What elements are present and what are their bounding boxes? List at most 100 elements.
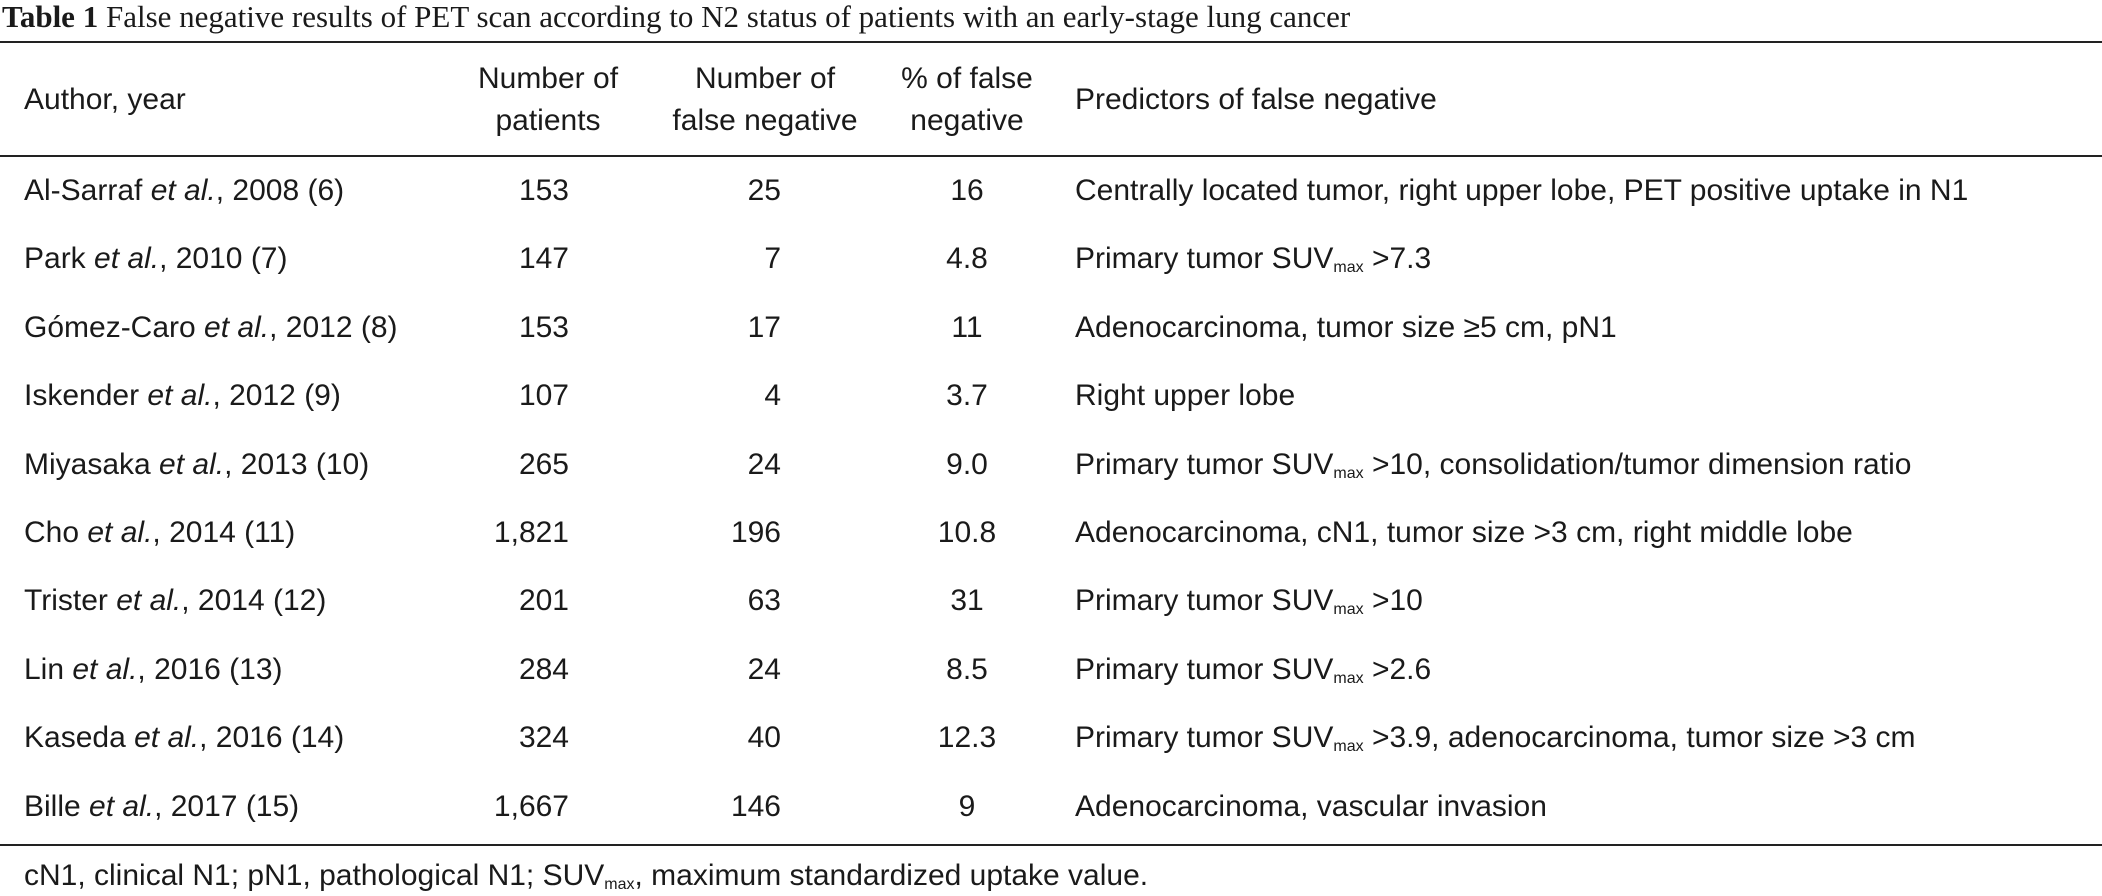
predictor-text: Adenocarcinoma, tumor size ≥5 cm, pN1 [1075, 311, 1617, 344]
predictor-text-end: >10 [1363, 584, 1423, 617]
cell-pct-false-negative: 10.8 [937, 516, 997, 549]
cell-patients: 1,667 [493, 790, 569, 823]
cell-author: Bille et al., 2017 (15) [24, 787, 299, 827]
cell-predictors: Adenocarcinoma, tumor size ≥5 cm, pN1 [1075, 308, 1617, 348]
header-false-negative-line1: Number of [694, 62, 836, 95]
et-al: et al. [150, 174, 216, 207]
cell-predictors: Adenocarcinoma, cN1, tumor size >3 cm, r… [1075, 513, 1853, 553]
predictor-text: Adenocarcinoma, vascular invasion [1075, 790, 1547, 823]
predictor-subscript: max [1333, 601, 1364, 618]
cell-false-negative: 25 [747, 174, 781, 207]
cell-false-negative: 4 [764, 379, 781, 412]
cell-author: Miyasaka et al., 2013 (10) [24, 445, 369, 485]
author-year-ref: , 2012 (8) [269, 311, 398, 344]
et-al: et al. [94, 242, 160, 275]
header-pct-false-negative: % of false negative [878, 58, 1056, 142]
cell-author: Park et al., 2010 (7) [24, 239, 288, 279]
cell-pct-false-negative: 16 [950, 174, 984, 207]
header-patients-line1: Number of [477, 62, 619, 95]
cell-patients: 153 [518, 311, 569, 344]
header-pct-line1: % of false [901, 62, 1033, 95]
cell-patients: 153 [518, 174, 569, 207]
author-name: Al-Sarraf [24, 174, 151, 207]
cell-author: Cho et al., 2014 (11) [24, 513, 295, 553]
author-year-ref: , 2012 (9) [212, 379, 341, 412]
cell-predictors: Right upper lobe [1075, 376, 1295, 416]
author-name: Trister [24, 584, 117, 617]
bottom-rule [0, 844, 2102, 846]
author-year-ref: , 2008 (6) [215, 174, 345, 207]
author-year-ref: , 2013 (10) [224, 448, 370, 481]
author-year-ref: , 2014 (11) [152, 516, 296, 549]
predictor-subscript: max [1333, 670, 1364, 687]
cell-pct-false-negative: 11 [951, 311, 983, 344]
cell-author: Trister et al., 2014 (12) [24, 581, 326, 621]
predictor-text: Right upper lobe [1075, 379, 1296, 412]
cell-author: Iskender et al., 2012 (9) [24, 376, 341, 416]
et-al: et al. [159, 448, 225, 481]
predictor-text: Primary tumor SUV [1075, 448, 1334, 481]
predictor-text: Centrally located tumor, right upper lob… [1075, 174, 1969, 207]
header-false-negative: Number of false negative [655, 58, 875, 142]
predictor-subscript: max [1333, 738, 1364, 755]
cell-patients: 324 [518, 721, 569, 754]
header-patients-line2: patients [495, 104, 601, 137]
cell-author: Al-Sarraf et al., 2008 (6) [24, 171, 344, 211]
table-title: Table 1 False negative results of PET sc… [2, 0, 1350, 36]
et-al: et al. [204, 311, 270, 344]
et-al: et al. [89, 790, 155, 823]
et-al: et al. [134, 721, 200, 754]
author-name: Bille [24, 790, 90, 823]
footnote-subscript: max [604, 876, 635, 893]
cell-predictors: Primary tumor SUVmax >3.9, adenocarcinom… [1075, 718, 1916, 758]
cell-author: Kaseda et al., 2016 (14) [24, 718, 344, 758]
top-rule [0, 41, 2102, 43]
predictor-text-end: >3.9, adenocarcinoma, tumor size >3 cm [1363, 721, 1916, 754]
footnote-text-end: , maximum standardized uptake value. [634, 859, 1149, 892]
cell-patients: 147 [518, 242, 569, 275]
predictor-text: Primary tumor SUV [1075, 721, 1334, 754]
table-title-text: False negative results of PET scan accor… [105, 0, 1351, 34]
author-name: Park [24, 242, 95, 275]
author-name: Lin [24, 653, 73, 686]
cell-predictors: Primary tumor SUVmax >7.3 [1075, 239, 1431, 279]
predictor-text: Adenocarcinoma, cN1, tumor size >3 cm, r… [1075, 516, 1853, 549]
header-rule [0, 155, 2102, 157]
cell-pct-false-negative: 9.0 [946, 448, 988, 481]
table-footnote: cN1, clinical N1; pN1, pathological N1; … [24, 856, 1148, 896]
cell-predictors: Adenocarcinoma, vascular invasion [1075, 787, 1547, 827]
predictor-text-end: >2.6 [1363, 653, 1432, 686]
cell-predictors: Primary tumor SUVmax >2.6 [1075, 650, 1431, 690]
table-label: Table 1 [2, 0, 99, 34]
cell-false-negative: 7 [764, 242, 781, 275]
cell-pct-false-negative: 8.5 [946, 653, 988, 686]
author-name: Cho [24, 516, 88, 549]
predictor-subscript: max [1333, 259, 1364, 276]
cell-false-negative: 196 [730, 516, 781, 549]
cell-pct-false-negative: 31 [950, 584, 984, 617]
footnote-text: cN1, clinical N1; pN1, pathological N1; … [24, 859, 605, 892]
author-name: Iskender [24, 379, 148, 412]
header-pct-line2: negative [910, 104, 1024, 137]
et-al: et al. [147, 379, 213, 412]
author-year-ref: , 2016 (14) [199, 721, 345, 754]
header-predictors: Predictors of false negative [1075, 83, 1437, 116]
cell-false-negative: 146 [730, 790, 781, 823]
cell-patients: 284 [518, 653, 569, 686]
author-year-ref: , 2017 (15) [154, 790, 300, 823]
predictor-text-end: >7.3 [1363, 242, 1432, 275]
predictor-text: Primary tumor SUV [1075, 584, 1334, 617]
cell-false-negative: 17 [747, 311, 781, 344]
predictor-text: Primary tumor SUV [1075, 653, 1334, 686]
cell-patients: 265 [518, 448, 569, 481]
cell-predictors: Primary tumor SUVmax >10 [1075, 581, 1423, 621]
author-name: Miyasaka [24, 448, 160, 481]
author-name: Gómez-Caro [24, 311, 205, 344]
cell-author: Gómez-Caro et al., 2012 (8) [24, 308, 398, 348]
et-al: et al. [116, 584, 182, 617]
header-false-negative-line2: false negative [672, 104, 858, 137]
header-author: Author, year [24, 83, 186, 116]
author-year-ref: , 2010 (7) [159, 242, 288, 275]
cell-pct-false-negative: 9 [958, 790, 976, 823]
cell-predictors: Primary tumor SUVmax >10, consolidation/… [1075, 445, 1911, 485]
